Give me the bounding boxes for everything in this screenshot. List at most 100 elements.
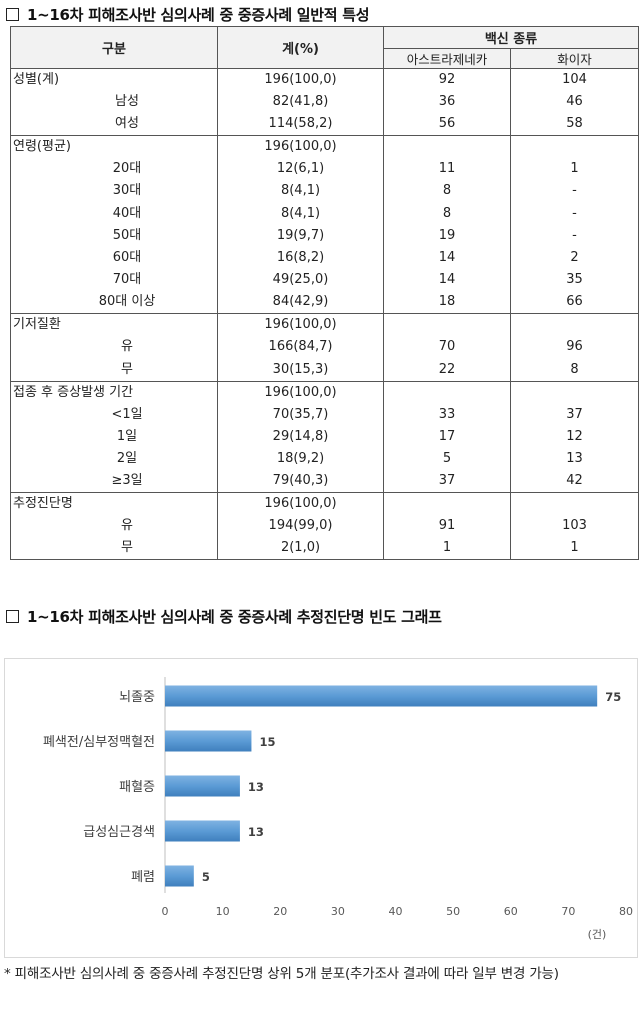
header-vaccine-type: 백신 종류 [383,26,639,49]
row-label: 1일 [10,425,218,448]
table-row: 70대 49(25,0) 14 35 [10,269,639,292]
table-row: 무 30(15,3) 22 8 [10,358,639,381]
row-label: 남성 [10,91,218,114]
row-total: 196(100,0) [217,492,384,516]
row-astrazeneca: 19 [383,224,511,247]
row-pfizer: 66 [510,291,639,314]
data-label: 13 [248,780,264,794]
row-pfizer: 8 [510,358,639,381]
row-astrazeneca: 8 [383,180,511,203]
row-label: 20대 [10,158,218,181]
table-row: ≥3일 79(40,3) 37 42 [10,470,639,493]
row-astrazeneca: 33 [383,403,511,426]
row-pfizer: - [510,224,639,247]
table-row: 1일 29(14,8) 17 12 [10,425,639,448]
x-tick-label: 30 [331,905,345,918]
table-row: 성별(계) 196(100,0) 92 104 [10,68,639,91]
row-label: 70대 [10,269,218,292]
row-astrazeneca: 92 [383,68,511,91]
row-label: 무 [10,358,218,381]
category-label: 폐렴 [131,870,155,885]
row-astrazeneca: 56 [383,113,511,136]
x-tick-label: 20 [273,905,287,918]
header-category: 구분 [10,26,218,69]
row-pfizer: 46 [510,91,639,114]
row-label: 60대 [10,246,218,270]
table-row: 40대 8(4,1) 8- [10,202,639,225]
row-astrazeneca [383,135,511,159]
row-total: 16(8,2) [217,246,384,270]
table-row: 30대 8(4,1) 8- [10,180,639,203]
table-row: 2일 18(9,2) 5 13 [10,447,639,471]
row-label: 30대 [10,180,218,203]
row-pfizer: - [510,180,639,203]
row-label: <1일 [10,403,218,426]
data-label: 75 [605,690,621,704]
footnote: * 피해조사반 심의사례 중 중증사례 추정진단명 상위 5개 분포(추가조사 … [4,966,559,982]
row-pfizer: 13 [510,447,639,471]
category-label: 뇌졸중 [119,690,155,705]
row-label: 기저질환 [10,313,218,337]
x-tick-label: 50 [446,905,460,918]
row-total: 194(99,0) [217,515,384,538]
row-total: 196(100,0) [217,313,384,337]
row-pfizer: 42 [510,470,639,493]
row-total: 114(58,2) [217,113,384,136]
row-total: 19(9,7) [217,224,384,247]
table-row: 여성 114(58,2) 56 58 [10,113,639,136]
row-total: 84(42,9) [217,291,384,314]
bar [165,865,194,887]
row-astrazeneca: 8 [383,202,511,225]
row-total: 79(40,3) [217,470,384,493]
row-label: 성별(계) [10,68,218,91]
header-astrazeneca: 아스트라제네카 [383,48,511,69]
category-label: 패혈증 [119,780,155,795]
row-label: 무 [10,537,218,561]
chart-section-title: 1~16차 피해조사반 심의사례 중 중증사례 추정진단명 빈도 그래프 [6,606,442,627]
header-total: 계(%) [217,26,384,69]
x-tick-label: 80 [619,905,633,918]
bar [165,730,252,752]
row-label: 50대 [10,224,218,247]
row-pfizer [510,380,639,404]
table-body: 성별(계) 196(100,0) 92 104 남성 82(41,8) 36 46 여성 114(… [10,68,639,561]
row-label: 추정진단명 [10,492,218,516]
row-total: 29(14,8) [217,425,384,448]
row-astrazeneca: 37 [383,470,511,493]
category-label: 폐색전/심부정맥혈전 [43,735,155,750]
table-row: 80대 이상 84(42,9) 18 66 [10,291,639,314]
row-astrazeneca: 70 [383,336,511,359]
row-pfizer: 1 [510,158,639,181]
row-astrazeneca [383,313,511,337]
checkbox-square-icon [6,610,19,623]
row-astrazeneca: 36 [383,91,511,114]
bar [165,775,240,797]
row-total: 18(9,2) [217,447,384,471]
table-row: 연령(평균) 196(100,0) [10,135,639,159]
row-total: 70(35,7) [217,403,384,426]
characteristics-table: 구분 계(%) 백신 종류 아스트라제네카 화이자 성별(계) 196(100,0… [10,26,639,561]
row-pfizer: 37 [510,403,639,426]
table-row: 60대 16(8,2) 14 2 [10,246,639,270]
row-pfizer [510,313,639,337]
table-row: 추정진단명 196(100,0) [10,492,639,516]
table-row: 20대 12(6,1) 11 1 [10,158,639,181]
row-total: 82(41,8) [217,91,384,114]
row-astrazeneca: 5 [383,447,511,471]
table-row: 기저질환 196(100,0) [10,313,639,337]
row-label: 유 [10,336,218,359]
row-pfizer: 2 [510,246,639,270]
row-pfizer: 1 [510,537,639,561]
row-astrazeneca: 11 [383,158,511,181]
row-total: 8(4,1) [217,202,384,225]
row-total: 49(25,0) [217,269,384,292]
chart-title-text: 1~16차 피해조사반 심의사례 중 중증사례 추정진단명 빈도 그래프 [27,608,442,626]
row-pfizer: 104 [510,68,639,91]
row-total: 8(4,1) [217,180,384,203]
row-astrazeneca: 14 [383,269,511,292]
category-label: 급성심근경색 [83,825,155,840]
row-astrazeneca [383,492,511,516]
table-row: 50대 19(9,7) 19- [10,224,639,247]
row-pfizer: 35 [510,269,639,292]
